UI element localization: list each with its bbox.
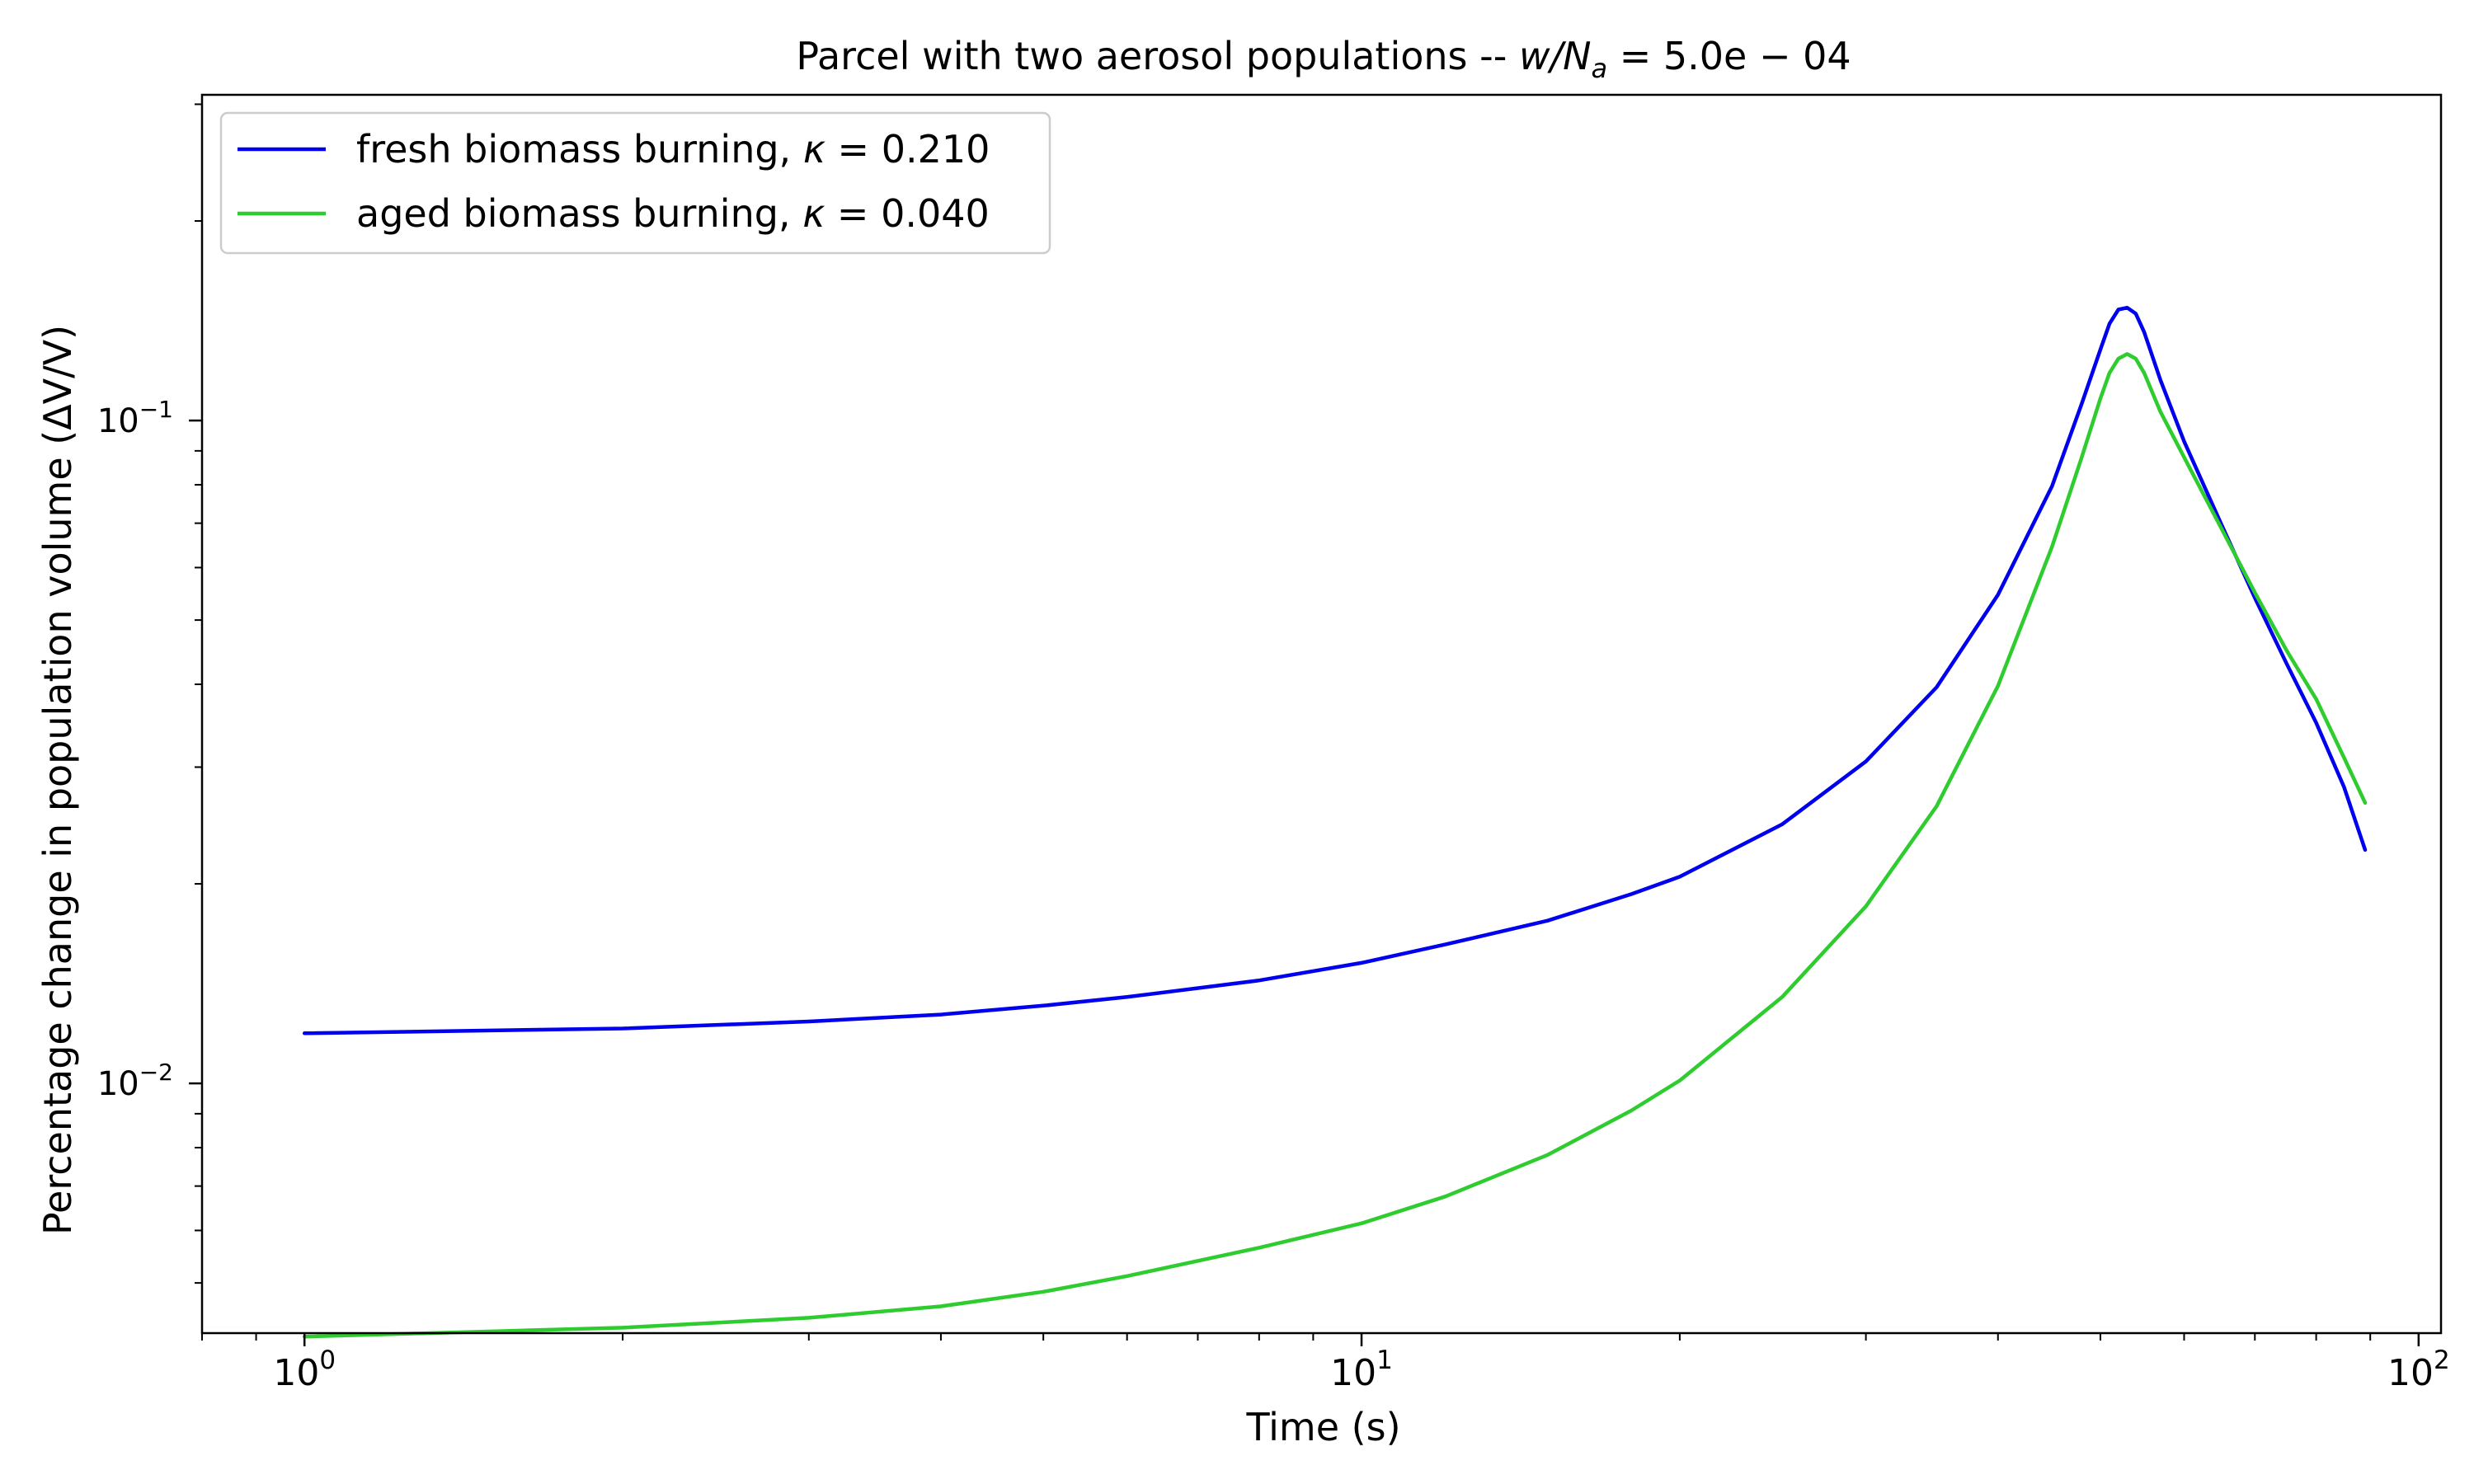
series-layer: [302, 305, 2368, 1339]
x-axis-label: Time (s): [1245, 1405, 1400, 1449]
plot-area: [200, 93, 2443, 1339]
y-axis: 10−2 10−1: [97, 103, 202, 1284]
legend-items: fresh biomass burning, κ = 0.210 aged bio…: [238, 127, 990, 236]
legend-label-1: aged biomass burning, κ = 0.040: [356, 191, 990, 236]
y-tick-label: 10−2: [97, 1059, 173, 1103]
y-tick-label: 10−1: [97, 396, 173, 440]
x-tick-label: 100: [273, 1345, 336, 1394]
legend-box: [219, 111, 1051, 255]
legend: fresh biomass burning, κ = 0.210 aged bio…: [219, 111, 1051, 255]
axes-frame: [200, 93, 2443, 1335]
legend-label-0: fresh biomass burning, κ = 0.210: [356, 127, 990, 171]
x-axis: 100 101 102: [201, 1333, 2450, 1394]
series-line-1: [302, 352, 2368, 1339]
x-tick-label: 102: [2387, 1345, 2450, 1394]
y-axis-label: Percentage change in population volume (…: [35, 325, 80, 1235]
x-tick-label: 101: [1330, 1345, 1393, 1394]
series-line-0: [302, 305, 2368, 1036]
chart-title: Parcel with two aerosol populations -- w…: [796, 34, 1851, 84]
